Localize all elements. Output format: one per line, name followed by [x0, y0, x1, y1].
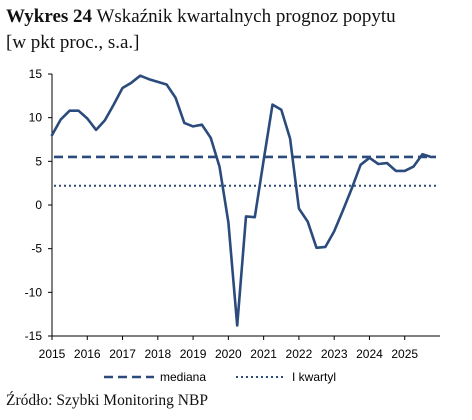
x-tick-label: 2022 [286, 347, 313, 361]
series-group [50, 74, 436, 327]
x-tick-label: 2021 [250, 347, 277, 361]
y-tick-label: -10 [25, 285, 43, 299]
y-tick-label: 0 [35, 198, 42, 212]
x-tick-label: 2019 [180, 347, 207, 361]
x-tick-label: 2020 [215, 347, 242, 361]
source-note: Źródło: Szybki Monitoring NBP [6, 392, 208, 409]
axes [48, 73, 440, 340]
x-tick-label: 2017 [109, 347, 136, 361]
figure-title: Wskaźnik kwartalnych prognoz popytu [96, 6, 396, 27]
x-tick-labels: 2015 2016 2017 2018 2019 2020 2021 2022 2023 2024… [39, 347, 419, 361]
x-tick-label: 2023 [321, 347, 348, 361]
y-tick-label: 5 [35, 154, 42, 168]
legend-median-label: mediana [160, 370, 206, 384]
demand-forecast-line [50, 74, 433, 327]
x-tick-label: 2016 [74, 347, 101, 361]
figure-number: Wykres 24 [6, 6, 93, 27]
chart-title: Wykres 24 Wskaźnik kwartalnych prognoz p… [6, 4, 468, 56]
title-line-2: [w pkt proc., s.a.] [6, 32, 140, 53]
y-tick-label: -15 [25, 329, 43, 343]
x-tick-label: 2025 [391, 347, 418, 361]
y-tick-labels: 15 10 5 0 -5 -10 -15 [25, 67, 43, 343]
y-tick-label: -5 [31, 242, 42, 256]
legend-quartile-label: I kwartyl [292, 370, 336, 384]
title-line-1: Wykres 24 Wskaźnik kwartalnych prognoz p… [6, 4, 468, 30]
legend: mediana I kwartyl [104, 370, 336, 384]
y-tick-label: 15 [29, 67, 43, 81]
x-tick-label: 2024 [356, 347, 383, 361]
y-tick-label: 10 [29, 111, 43, 125]
x-tick-label: 2018 [144, 347, 171, 361]
x-tick-label: 2015 [39, 347, 66, 361]
